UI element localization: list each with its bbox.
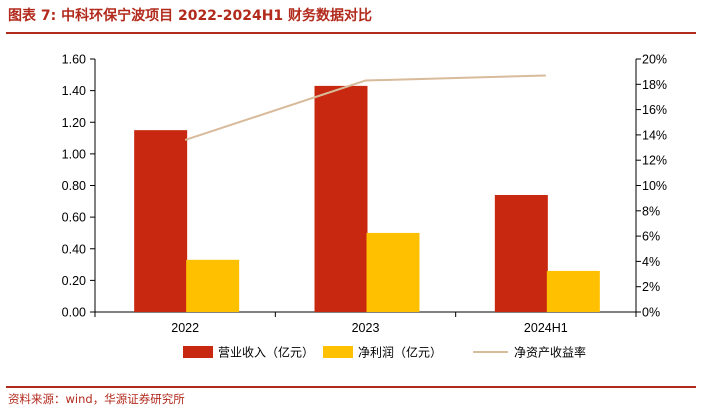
bar-revenue [494, 194, 548, 312]
x-tick-label: 2024H1 [524, 321, 568, 335]
right-tick-label: 10% [642, 179, 667, 193]
right-tick-label: 6% [642, 230, 660, 244]
left-tick-label: 0.20 [62, 274, 86, 288]
line-series-group [184, 74, 546, 141]
left-tick-label: 0.00 [62, 306, 86, 320]
title-divider [6, 32, 696, 34]
right-tick-label: 20% [642, 53, 667, 67]
right-tick-label: 18% [642, 78, 667, 92]
x-tick-label: 2023 [352, 321, 380, 335]
legend: 营业收入（亿元） 净利润（亿元） 净资产收益率 [183, 345, 586, 360]
bar-series-group [134, 85, 600, 312]
right-tick-label: 14% [642, 128, 667, 142]
bar-net-profit [546, 270, 600, 312]
right-tick-label: 0% [642, 306, 660, 320]
left-tick-label: 1.60 [62, 53, 86, 67]
left-tick-label: 0.40 [62, 242, 86, 256]
bar-net-profit [186, 259, 240, 312]
left-tick-label: 1.40 [62, 84, 86, 98]
legend-label: 净资产收益率 [514, 345, 586, 360]
bar-revenue [134, 130, 188, 312]
left-tick-label: 1.00 [62, 147, 86, 161]
right-tick-label: 8% [642, 204, 660, 218]
left-tick-label: 0.80 [62, 179, 86, 193]
right-tick-label: 4% [642, 255, 660, 269]
bar-net-profit [366, 232, 420, 312]
left-tick-label: 0.60 [62, 211, 86, 225]
source-note: 资料来源：wind，华源证券研究所 [8, 392, 185, 406]
bar-revenue [314, 85, 368, 312]
x-axis: 2022 2023 2024H1 [94, 311, 637, 335]
right-tick-label: 12% [642, 154, 667, 168]
legend-label: 净利润（亿元） [358, 345, 442, 360]
right-y-axis: 0% 2% 4% 6% 8% 10% 12% 14% 16% 18% 20% [635, 53, 667, 320]
legend-swatch [183, 346, 213, 358]
left-y-axis: 0.00 0.20 0.40 0.60 0.80 1.00 1.20 1.40 1.60 [62, 53, 96, 320]
right-tick-label: 16% [642, 103, 667, 117]
left-tick-label: 1.20 [62, 116, 86, 130]
right-tick-label: 2% [642, 280, 660, 294]
legend-label: 营业收入（亿元） [218, 345, 314, 360]
source-divider [6, 386, 696, 388]
legend-swatch [323, 346, 353, 358]
x-tick-label: 2022 [171, 321, 199, 335]
chart-title: 图表 7: 中科环保宁波项目 2022-2024H1 财务数据对比 [8, 8, 373, 24]
